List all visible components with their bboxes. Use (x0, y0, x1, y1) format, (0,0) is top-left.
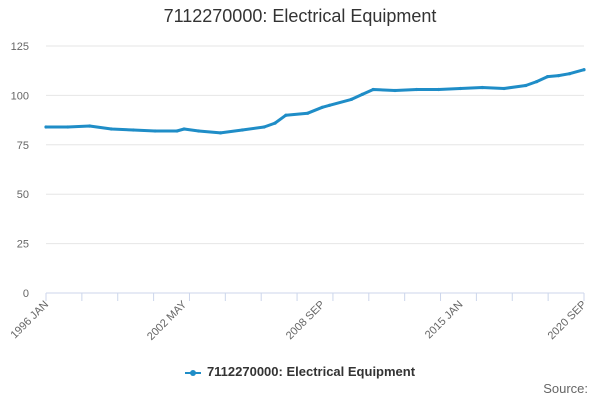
data-point[interactable] (153, 129, 157, 133)
x-tick-label: 2002 MAY (145, 298, 190, 343)
y-axis-ticks: 0 25 50 75 100 125 (11, 41, 29, 300)
grid-lines (46, 45, 584, 245)
data-point[interactable] (218, 131, 223, 135)
data-point[interactable] (273, 121, 277, 125)
data-point[interactable] (582, 68, 586, 72)
data-point[interactable] (349, 97, 353, 101)
y-tick-label: 0 (23, 288, 29, 300)
y-tick-label: 125 (11, 41, 29, 53)
data-point[interactable] (175, 129, 179, 133)
series-line[interactable] (44, 68, 586, 135)
data-point[interactable] (66, 125, 70, 129)
data-point[interactable] (327, 103, 332, 107)
data-point[interactable] (437, 87, 441, 92)
x-tick-label: 1996 JAN (8, 299, 51, 342)
y-tick-label: 100 (11, 90, 29, 102)
data-point[interactable] (524, 83, 528, 88)
data-point[interactable] (109, 127, 113, 131)
data-point[interactable] (131, 128, 135, 132)
data-point[interactable] (567, 72, 572, 76)
data-point[interactable] (557, 74, 561, 78)
y-tick-label: 50 (17, 189, 29, 201)
x-tick-label: 2020 SEP (546, 299, 590, 343)
data-point[interactable] (480, 85, 484, 90)
y-tick-label: 75 (17, 140, 29, 152)
data-point[interactable] (502, 86, 506, 91)
data-point[interactable] (415, 87, 419, 92)
legend-label: 7112270000: Electrical Equipment (206, 364, 416, 379)
data-point[interactable] (197, 129, 201, 133)
data-point[interactable] (240, 128, 244, 132)
data-point[interactable] (360, 92, 364, 96)
data-point[interactable] (262, 125, 266, 129)
chart-title: 7112270000: Electrical Equipment (163, 6, 437, 26)
data-point[interactable] (306, 111, 310, 115)
data-point[interactable] (182, 127, 186, 131)
data-point[interactable] (535, 80, 539, 84)
x-axis-ticks: 1996 JAN 2002 MAY 2008 SEP 2015 JAN 2020 SEP (8, 293, 589, 343)
legend-swatch (184, 369, 201, 376)
x-tick-label: 2008 SEP (284, 299, 328, 343)
data-point[interactable] (88, 124, 92, 128)
x-tick-label: 2015 JAN (423, 299, 466, 342)
data-point[interactable] (284, 113, 288, 117)
data-point[interactable] (320, 105, 324, 109)
source-label: Source: (543, 381, 588, 396)
data-point[interactable] (393, 88, 397, 93)
legend[interactable]: 7112270000: Electrical Equipment (0, 364, 600, 379)
data-point[interactable] (458, 86, 462, 91)
data-point[interactable] (44, 125, 48, 129)
series-layer (44, 68, 586, 135)
y-tick-label: 25 (17, 239, 29, 251)
data-point[interactable] (546, 75, 550, 79)
data-point[interactable] (371, 87, 375, 92)
